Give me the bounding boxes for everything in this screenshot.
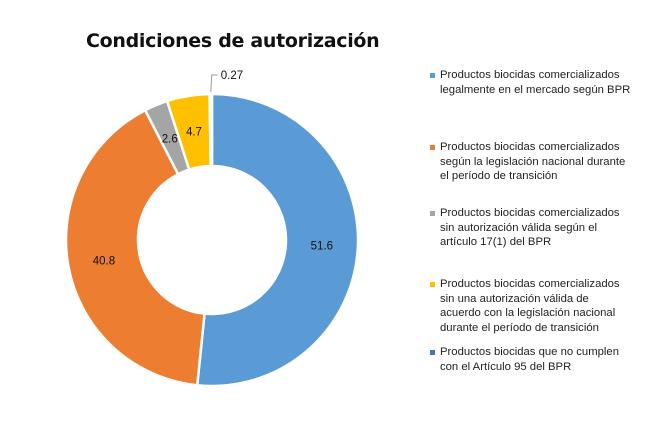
data-label: 40.8 <box>93 255 115 267</box>
legend-label: Productos biocidas que no cumplen con el… <box>440 346 619 373</box>
data-label: 0.27 <box>221 70 243 82</box>
legend-item: Productos biocidas comercializados sin u… <box>430 277 655 335</box>
legend-swatch <box>430 350 435 355</box>
leader-line <box>210 74 218 93</box>
legend-swatch <box>430 73 435 78</box>
legend-label: Productos biocidas comercializados según… <box>440 141 626 182</box>
legend-swatch <box>430 211 435 216</box>
legend-label: Productos biocidas comercializados sin a… <box>440 207 620 248</box>
legend-item: Productos biocidas que no cumplen con el… <box>430 345 655 374</box>
donut-slice <box>195 92 360 388</box>
legend-item: Productos biocidas comercializados legal… <box>430 68 655 97</box>
data-label: 4.7 <box>186 126 202 138</box>
data-label: 51.6 <box>311 241 333 253</box>
legend-swatch <box>430 145 435 150</box>
legend-label: Productos biocidas comercializados sin u… <box>440 278 620 334</box>
legend-item: Productos biocidas comercializados sin a… <box>430 206 655 250</box>
donut-slice <box>208 92 214 168</box>
chart-title: Condiciones de autorización <box>86 30 380 52</box>
legend-swatch <box>430 282 435 287</box>
data-label: 2.6 <box>162 133 178 145</box>
legend-label: Productos biocidas comercializados legal… <box>440 69 631 96</box>
donut-slice <box>64 108 206 387</box>
legend-item: Productos biocidas comercializados según… <box>430 140 655 184</box>
